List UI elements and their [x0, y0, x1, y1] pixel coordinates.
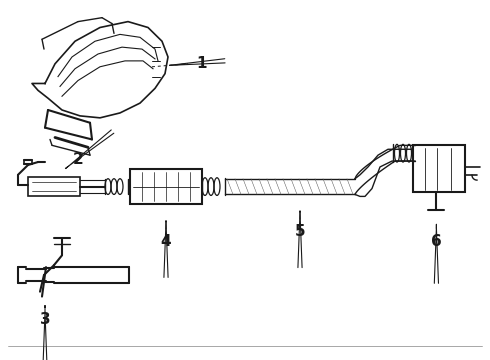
- Bar: [130, 169, 202, 204]
- Text: 6: 6: [431, 234, 442, 249]
- Text: 3: 3: [40, 312, 50, 327]
- Text: 1: 1: [196, 56, 206, 71]
- Text: 5: 5: [294, 224, 305, 239]
- Bar: [28, 177, 80, 197]
- Text: 2: 2: [73, 152, 83, 167]
- Text: 4: 4: [161, 234, 171, 249]
- Bar: [413, 145, 465, 193]
